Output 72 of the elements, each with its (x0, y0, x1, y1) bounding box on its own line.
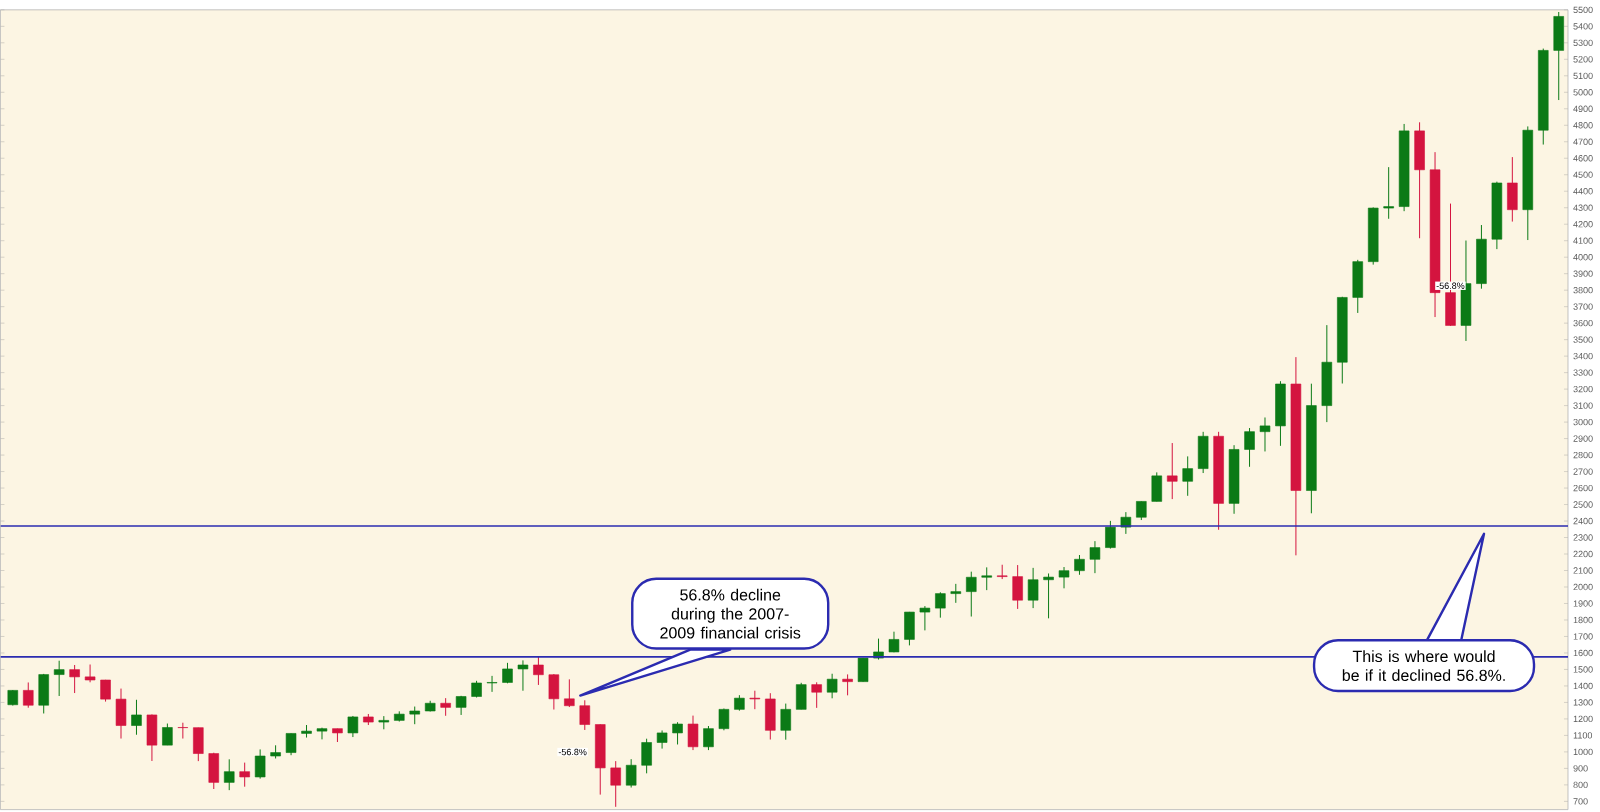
candlestick (38, 673, 49, 715)
candlestick (1043, 573, 1054, 620)
candlestick (1275, 381, 1286, 447)
candlestick (1197, 431, 1209, 474)
candlestick (656, 730, 668, 750)
candlestick (1476, 224, 1487, 290)
candlestick (533, 656, 544, 686)
candlestick (749, 690, 761, 711)
candlestick (579, 700, 591, 731)
candlestick (610, 761, 621, 808)
candlestick (146, 714, 158, 762)
candlestick (455, 695, 467, 716)
candlestick (486, 675, 498, 693)
candlestick (811, 682, 822, 709)
candlestick (795, 682, 807, 711)
candlestick (239, 762, 250, 788)
candlestick (625, 759, 637, 789)
candlestick (1321, 325, 1333, 423)
candlestick (888, 631, 900, 654)
candlestick (1166, 442, 1178, 500)
candlestick (935, 592, 946, 619)
candlestick (131, 699, 142, 736)
candlestick (285, 733, 297, 757)
candlestick (765, 693, 776, 741)
candlestick (1507, 156, 1518, 223)
candlestick (780, 703, 791, 741)
candlestick (1244, 427, 1255, 468)
candlestick (1383, 167, 1394, 220)
candlestick (1182, 456, 1193, 497)
candlestick (254, 749, 266, 780)
candlestick (826, 673, 838, 700)
candlestick (595, 724, 606, 796)
candlestick (919, 606, 931, 632)
candlestick (904, 611, 915, 647)
candlestick (1553, 11, 1564, 101)
candlestick (53, 660, 65, 697)
candlestick (1136, 501, 1147, 521)
candlestick (517, 660, 529, 692)
annotation: This is where would be if it declined 56.8%. (1342, 650, 1505, 682)
candlestick (687, 715, 699, 751)
candlestick (842, 674, 853, 697)
candlestick (641, 738, 652, 775)
candlestick (177, 722, 189, 740)
candlestick (1414, 122, 1425, 240)
candlestick (966, 571, 977, 618)
candlestick (208, 752, 220, 790)
candlestick (223, 759, 235, 792)
candlestick (564, 679, 575, 708)
candlestick (316, 727, 328, 741)
candlestick (981, 567, 992, 591)
candlestick (1074, 554, 1085, 576)
candlestick (84, 664, 96, 684)
candlestick (950, 583, 962, 604)
candlestick (1151, 472, 1163, 503)
candlestick (115, 688, 127, 740)
candlestick (1105, 520, 1116, 550)
candlestick (100, 679, 111, 703)
candlestick (1089, 541, 1101, 575)
candlestick (1027, 567, 1039, 609)
candlestick (1352, 259, 1363, 314)
candlestick (69, 664, 80, 694)
candlestick (672, 722, 683, 746)
candlestick (1012, 564, 1023, 610)
candlestick (23, 682, 34, 709)
candlestick (162, 723, 173, 747)
annotation: 56.8% decline during the 2007-2009 financial crisis (660, 589, 801, 639)
candlestick (1058, 566, 1070, 590)
candlestick (193, 727, 204, 763)
candlestick (1259, 417, 1271, 453)
candlestick (347, 715, 359, 738)
candlestick (703, 725, 714, 751)
candlestick (548, 673, 560, 711)
